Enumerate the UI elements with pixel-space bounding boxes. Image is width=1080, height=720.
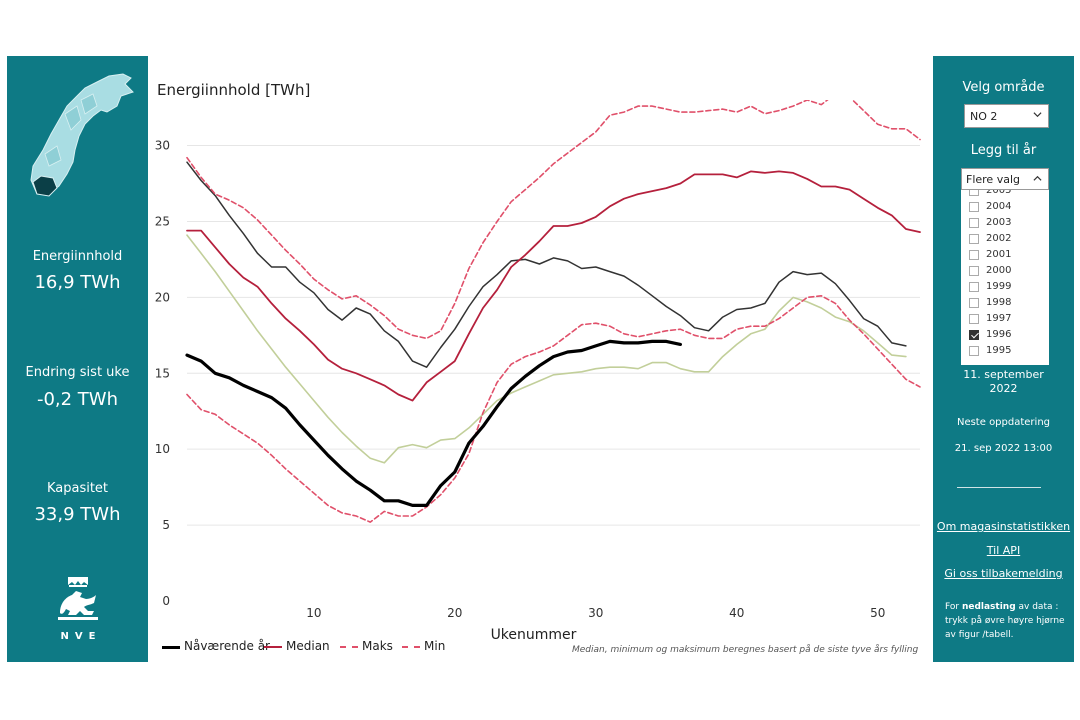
year-option-label: 1996	[986, 329, 1012, 340]
year-option-1995[interactable]: 1995	[961, 344, 1049, 360]
checkbox-icon[interactable]	[969, 346, 979, 356]
legend-label: Nåværende år	[184, 639, 270, 653]
y-tick-label: 30	[155, 139, 170, 153]
x-tick-label: 20	[447, 606, 462, 620]
series-line-n-v-rende-r[interactable]	[185, 339, 683, 507]
year-title: Legg til år	[970, 143, 1037, 158]
year-option-2005[interactable]: 2005	[961, 190, 1049, 200]
year-option-2002[interactable]: 2002	[961, 232, 1049, 248]
y-tick-label: 10	[155, 442, 170, 456]
year-option-label: 1997	[986, 313, 1012, 324]
kpi-capacity-label: Kapasitet	[46, 481, 109, 496]
series-line-median[interactable]	[186, 170, 921, 402]
link-about[interactable]: Om magasinstatistikken	[936, 520, 1071, 533]
checkbox-icon[interactable]	[969, 234, 979, 244]
checkbox-icon[interactable]	[969, 298, 979, 308]
divider	[957, 487, 1041, 488]
next-update-value: 21. sep 2022 13:00	[954, 443, 1053, 454]
link-feedback[interactable]: Gi oss tilbakemelding	[944, 567, 1063, 580]
x-tick-label: 40	[729, 606, 744, 620]
chevron-up-icon	[1033, 175, 1042, 181]
year-list[interactable]: 2005 2004 2003 2002 2001 2000 1999 1998 1997 1996…	[961, 190, 1049, 365]
download-note-suffix: av data : trykk på øvre høyre hjørne av …	[945, 602, 1065, 640]
area-dropdown-value: NO 2	[970, 110, 998, 123]
year-option-label: 1998	[986, 297, 1012, 308]
next-update-label: Neste oppdatering	[956, 417, 1051, 428]
year-option-2003[interactable]: 2003	[961, 216, 1049, 232]
norway-map-icon	[30, 73, 134, 197]
x-tick-label: 50	[870, 606, 885, 620]
year-option-label: 2004	[986, 201, 1012, 212]
date-line-2: 2022	[989, 382, 1018, 395]
area-dropdown[interactable]: NO 2	[964, 104, 1049, 128]
x-tick-label: 30	[588, 606, 603, 620]
legend-swatch	[402, 646, 420, 648]
chevron-down-icon	[1033, 112, 1042, 118]
legend-swatch	[340, 646, 358, 648]
year-option-label: 2000	[986, 265, 1012, 276]
year-option-2001[interactable]: 2001	[961, 248, 1049, 264]
year-option-2004[interactable]: 2004	[961, 200, 1049, 216]
checkbox-icon[interactable]	[969, 190, 979, 196]
series-line-min[interactable]	[186, 295, 921, 523]
kpi-change-label: Endring sist uke	[25, 365, 130, 380]
checkbox-icon[interactable]	[969, 218, 979, 228]
year-dropdown-value: Flere valg	[966, 173, 1020, 186]
series-line-maks[interactable]	[186, 100, 921, 340]
chart-footnote: Median, minimum og maksimum beregnes bas…	[572, 645, 919, 655]
download-note: For nedlasting av data : trykk på øvre h…	[945, 600, 1069, 642]
download-note-bold: nedlasting	[961, 602, 1016, 612]
year-option-label: 2001	[986, 249, 1012, 260]
year-option-1999[interactable]: 1999	[961, 280, 1049, 296]
series-line-1996[interactable]	[186, 234, 907, 464]
legend-label: Maks	[362, 639, 393, 653]
year-option-1997[interactable]: 1997	[961, 312, 1049, 328]
series-line-1996-dark[interactable]	[186, 161, 907, 368]
year-option-label: 2005	[986, 190, 1012, 196]
y-tick-label: 20	[155, 290, 170, 304]
right-panel: Velg område NO 2 Legg til år Flere valg …	[933, 56, 1074, 662]
year-dropdown[interactable]: Flere valg	[961, 168, 1049, 190]
legend-swatch	[264, 646, 282, 648]
checkbox-icon[interactable]	[969, 250, 979, 260]
legend-label: Min	[424, 639, 446, 653]
y-tick-label: 0	[162, 594, 170, 608]
nve-lion-icon	[58, 577, 98, 620]
y-tick-label: 5	[162, 518, 170, 532]
kpi-capacity-value: 33,9 TWh	[34, 504, 121, 525]
download-note-prefix: For	[945, 602, 962, 612]
area-title: Velg område	[962, 80, 1045, 95]
checkbox-icon[interactable]	[969, 314, 979, 324]
checkbox-icon[interactable]	[969, 282, 979, 292]
y-tick-label: 15	[155, 366, 170, 380]
checkbox-icon[interactable]	[969, 330, 979, 340]
kpi-change-value: -0,2 TWh	[36, 389, 119, 410]
left-panel: Energiinnhold 16,9 TWh Endring sist uke …	[7, 56, 148, 662]
chart-plot[interactable]: 0 5 10 15 20 25 30 10 20 30 40 50 Ukenummer	[150, 100, 930, 645]
year-option-label: 2003	[986, 217, 1012, 228]
y-tick-label: 25	[155, 214, 170, 228]
nve-logo: NVE	[50, 573, 106, 642]
kpi-energy-label: Energiinnhold	[32, 249, 123, 264]
legend-swatch	[162, 646, 180, 649]
year-option-1998[interactable]: 1998	[961, 296, 1049, 312]
chart-title: Energiinnhold [TWh]	[157, 81, 311, 99]
year-option-2000[interactable]: 2000	[961, 264, 1049, 280]
link-api[interactable]: Til API	[986, 544, 1021, 557]
legend-label: Median	[286, 639, 330, 653]
year-option-label: 1999	[986, 281, 1012, 292]
year-option-1996[interactable]: 1996	[961, 328, 1049, 344]
x-tick-label: 10	[306, 606, 321, 620]
year-option-label: 2002	[986, 233, 1012, 244]
kpi-energy-value: 16,9 TWh	[34, 272, 121, 293]
date-line-1: 11. september	[963, 368, 1044, 381]
nve-logo-text: NVE	[60, 631, 102, 642]
checkbox-icon[interactable]	[969, 266, 979, 276]
x-axis-label: Ukenummer	[491, 627, 577, 643]
checkbox-icon[interactable]	[969, 202, 979, 212]
year-option-label: 1995	[986, 345, 1012, 356]
